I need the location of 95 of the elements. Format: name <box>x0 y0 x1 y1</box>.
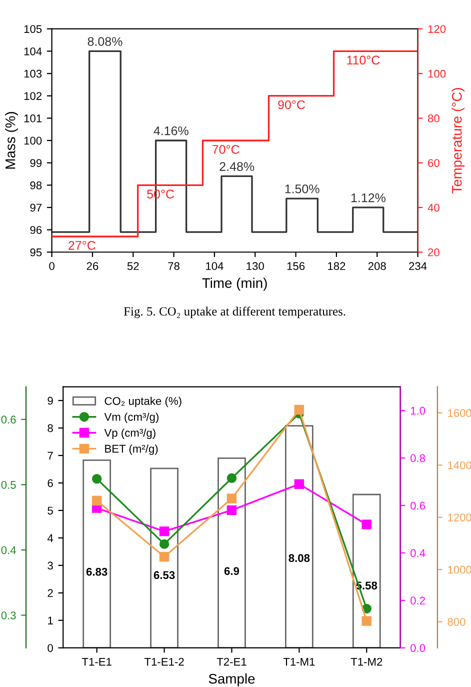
y2-tick-label: 20 <box>428 248 440 256</box>
y-tick-label: 95 <box>30 248 42 256</box>
x-tick-label: T2-E1 <box>216 658 246 666</box>
x-tick-label: 234 <box>409 262 427 270</box>
y-tick-label: 97 <box>30 204 42 212</box>
y-tick-label: 104 <box>24 47 42 56</box>
x-tick-label: T1-M2 <box>350 658 382 666</box>
bar <box>284 425 314 648</box>
x-axis-title: Time (min) <box>202 278 267 291</box>
y2-tick-label: 120 <box>428 25 446 33</box>
y-tick-label: 9 <box>48 396 53 405</box>
legend-label: Vm (cm³/g) <box>104 412 158 424</box>
point <box>294 479 304 489</box>
y2-tick-label: 0.0 <box>410 644 426 652</box>
y2-tick-label: 80 <box>428 114 440 122</box>
y-tick-label: 1400 <box>448 461 471 470</box>
y-tick-label: 101 <box>24 114 42 122</box>
x-tick-label: 52 <box>127 262 139 270</box>
legend-label: BET (m²/g) <box>105 444 158 455</box>
y2-tick-label: 0.4 <box>410 549 426 558</box>
y2-tick-label: 1.0 <box>410 406 426 415</box>
annotation: 4.16% <box>154 126 188 136</box>
data-label: 90°C <box>278 100 305 110</box>
annotation: 8.08% <box>88 37 122 46</box>
point <box>226 494 237 504</box>
x-tick-label: T1-M1 <box>283 658 315 666</box>
point <box>362 520 372 530</box>
data-label: 6.9 <box>224 567 240 575</box>
y-tick-label: 105 <box>24 25 42 33</box>
caption: Fig. 5. CO₂ uptake at different temperatures. <box>124 306 346 318</box>
y-tick-label: 1000 <box>448 566 471 574</box>
y-tick-label: 7 <box>48 452 53 460</box>
y2-tick-label: 60 <box>428 159 440 167</box>
y-tick-label: 103 <box>24 70 42 78</box>
y3-tick-label: 0.3 <box>1 611 16 620</box>
y2-axis-title: Temperature (°C) <box>452 88 465 194</box>
point <box>226 473 237 484</box>
legend-label: Vp (cm³/g) <box>104 428 156 439</box>
y-tick-label: 1600 <box>448 409 471 418</box>
point <box>92 496 102 506</box>
y-tick-label: 1 <box>48 616 53 624</box>
y-tick-label: 6 <box>48 479 53 488</box>
x-tick-label: 104 <box>206 262 224 270</box>
x-tick-label: T1-E1-2 <box>144 658 184 666</box>
bar <box>82 459 112 648</box>
y-tick-label: 0 <box>48 644 53 652</box>
y-tick-label: 3 <box>48 562 53 570</box>
point <box>362 616 372 626</box>
x-tick-label: 156 <box>287 262 305 270</box>
x-tick-label: 78 <box>168 262 180 270</box>
y-tick-label: 102 <box>24 92 42 100</box>
y-tick-label: 8 <box>48 424 53 432</box>
y3-tick-label: 0.5 <box>1 480 16 489</box>
y2-tick-label: 0.2 <box>410 596 425 605</box>
data-label: 110°C <box>347 56 380 65</box>
point <box>92 474 102 484</box>
y3-tick-label: 0.6 <box>1 416 16 424</box>
x-tick-label: 130 <box>246 262 264 270</box>
bar <box>352 494 381 648</box>
bar <box>150 468 178 648</box>
y-tick-label: 800 <box>448 618 466 626</box>
x-tick-label: T1-E1 <box>82 658 112 666</box>
y-tick-label: 2 <box>48 589 53 597</box>
y-axis-title: Mass (%) <box>5 112 18 169</box>
annotation: 2.48% <box>220 162 254 171</box>
x-tick-label: 182 <box>328 262 346 270</box>
legend-label: CO₂ uptake (%) <box>104 396 182 408</box>
y-tick-label: 1200 <box>448 514 471 522</box>
x-axis-title: Sample <box>208 673 255 686</box>
y-tick-label: 4 <box>47 534 54 542</box>
annotation: 1.50% <box>285 184 320 194</box>
point <box>294 404 304 415</box>
y-tick-label: 96 <box>30 226 42 234</box>
data-label: 70°C <box>212 144 240 154</box>
y2-tick-label: 100 <box>428 70 446 78</box>
y3-tick-label: 0.4 <box>1 546 16 554</box>
x-tick-label: 208 <box>368 262 386 270</box>
data-label: 6.83 <box>86 568 108 576</box>
data-label: 6.53 <box>154 571 175 580</box>
point <box>159 539 170 549</box>
data-label: 8.08 <box>288 554 310 562</box>
bar <box>218 458 246 648</box>
point <box>159 526 170 536</box>
y2-tick-label: 0.6 <box>410 502 426 510</box>
y-tick-label: 99 <box>30 159 42 167</box>
y-tick-label: 5 <box>48 506 53 515</box>
x-tick-label: 26 <box>86 262 98 270</box>
data-label: 27°C <box>68 240 96 250</box>
y-tick-label: 98 <box>30 181 42 190</box>
annotation: 1.12% <box>351 193 386 202</box>
y-tick-label: 100 <box>24 136 42 145</box>
y2-tick-label: 0.8 <box>410 454 426 462</box>
point <box>159 552 170 562</box>
y2-tick-label: 40 <box>428 204 440 212</box>
point <box>226 505 237 516</box>
